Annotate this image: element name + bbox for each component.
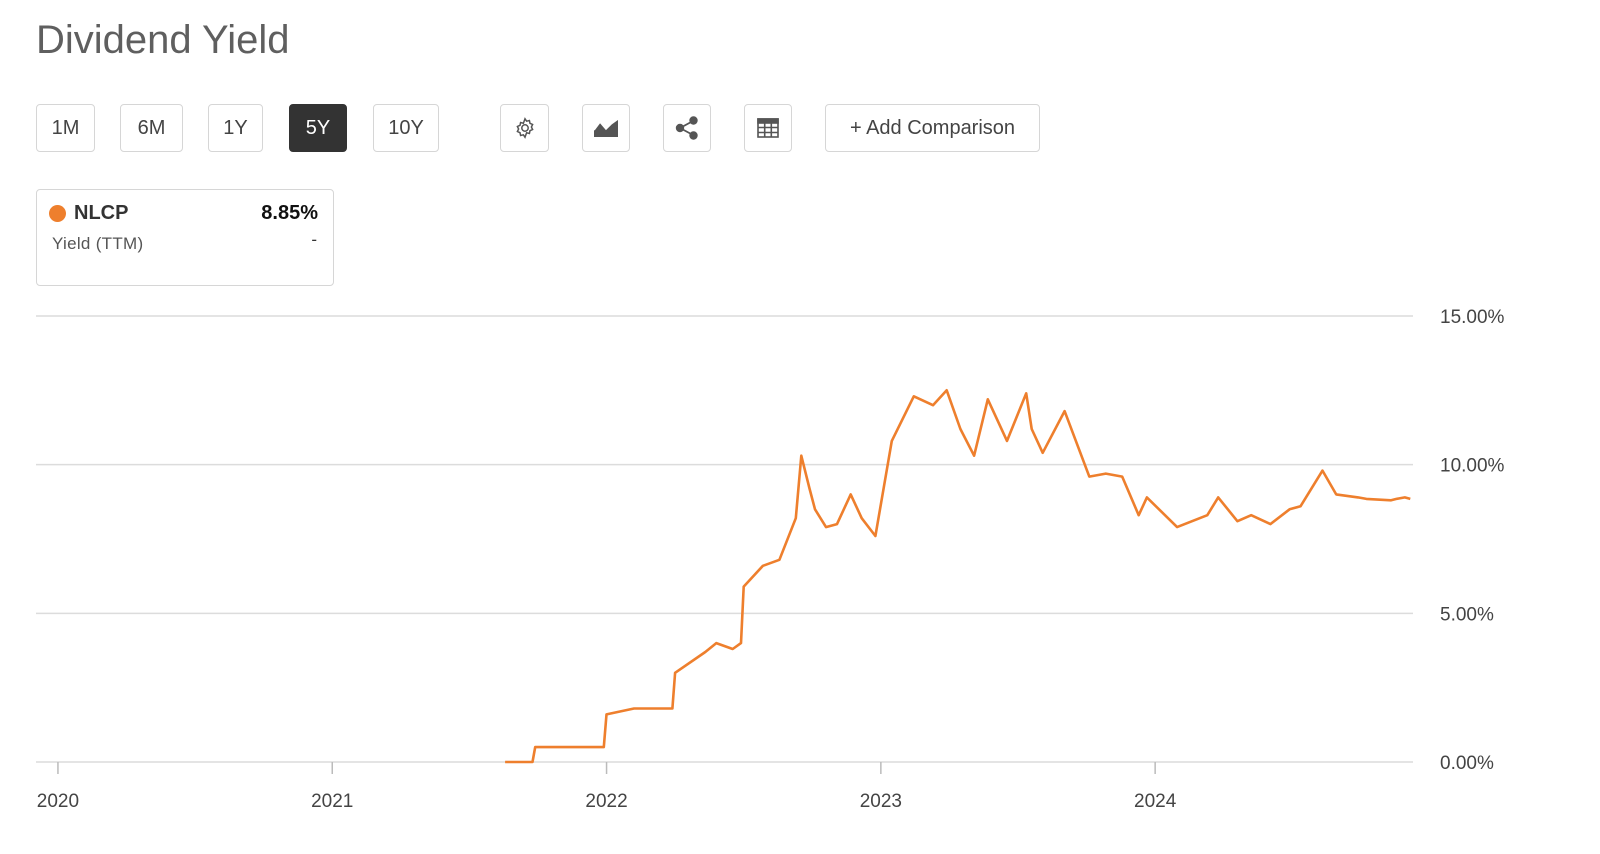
legend-change: - (311, 230, 317, 249)
range-button-label: 1M (51, 116, 80, 139)
y-tick-label: 5.00% (1440, 604, 1494, 625)
legend-metric: Yield (TTM) (52, 234, 144, 253)
y-tick-label: 15.00% (1440, 307, 1505, 328)
share-icon (674, 115, 700, 141)
dividend-yield-chart: 0.00% 5.00% 10.00% 15.00% 2020 2021 2022 2023 20… (36, 307, 1505, 812)
table-icon (756, 117, 780, 139)
add-comparison-button[interactable]: + Add Comparison (825, 104, 1040, 152)
x-tick-label: 2020 (37, 791, 79, 812)
range-button-1y[interactable]: 1Y (208, 104, 263, 152)
range-button-label: 5Y (305, 116, 331, 139)
range-button-label: 6M (137, 116, 166, 139)
y-tick-label: 10.00% (1440, 456, 1505, 477)
x-tick-label: 2021 (311, 791, 353, 812)
settings-button[interactable] (500, 104, 549, 152)
series-line-nlcp (505, 389, 1411, 764)
add-comparison-label: + Add Comparison (849, 116, 1016, 139)
x-tick-label: 2024 (1134, 791, 1177, 812)
x-tick-label: 2023 (860, 791, 902, 812)
gear-icon (513, 116, 537, 140)
legend-ticker: NLCP (74, 202, 129, 224)
chart-type-button[interactable] (582, 104, 630, 152)
range-button-label: 10Y (388, 116, 424, 139)
range-button-1m[interactable]: 1M (36, 104, 95, 152)
legend-value: 8.85% (261, 202, 318, 224)
range-button-10y[interactable]: 10Y (373, 104, 439, 152)
table-view-button[interactable] (744, 104, 792, 152)
series-color-dot (49, 205, 66, 222)
y-tick-label: 0.00% (1440, 753, 1494, 774)
range-button-6m[interactable]: 6M (120, 104, 183, 152)
x-tick-label: 2022 (585, 791, 627, 812)
share-button[interactable] (663, 104, 711, 152)
page-title: Dividend Yield (36, 18, 290, 62)
legend-card: NLCP 8.85% Yield (TTM) - (36, 189, 334, 286)
chart-type-icon (592, 117, 620, 139)
range-button-label: 1Y (223, 116, 248, 139)
range-button-5y[interactable]: 5Y (289, 104, 347, 152)
